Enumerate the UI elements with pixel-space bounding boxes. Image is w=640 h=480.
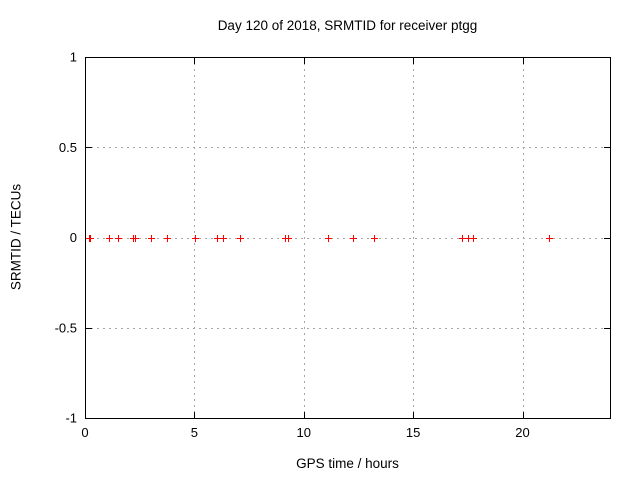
x-tick-label: 10 <box>297 425 311 440</box>
plot-border <box>85 57 611 419</box>
chart-title: Day 120 of 2018, SRMTID for receiver ptg… <box>217 18 478 33</box>
y-tick-label: 1 <box>70 50 77 65</box>
x-tick-label: 0 <box>81 425 88 440</box>
y-tick-label: 0 <box>70 230 77 245</box>
y-tick-label: 0.5 <box>59 140 77 155</box>
x-tick-label: 15 <box>406 425 420 440</box>
y-tick-label: -1 <box>65 411 77 426</box>
y-tick-label: -0.5 <box>55 320 77 335</box>
x-axis-label: GPS time / hours <box>296 456 399 471</box>
x-tick-label: 5 <box>191 425 198 440</box>
x-tick-label: 20 <box>515 425 529 440</box>
